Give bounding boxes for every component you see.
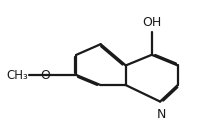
Text: OH: OH — [142, 16, 161, 29]
Text: N: N — [157, 108, 167, 121]
Text: O: O — [41, 68, 50, 82]
Text: CH₃: CH₃ — [6, 68, 28, 82]
